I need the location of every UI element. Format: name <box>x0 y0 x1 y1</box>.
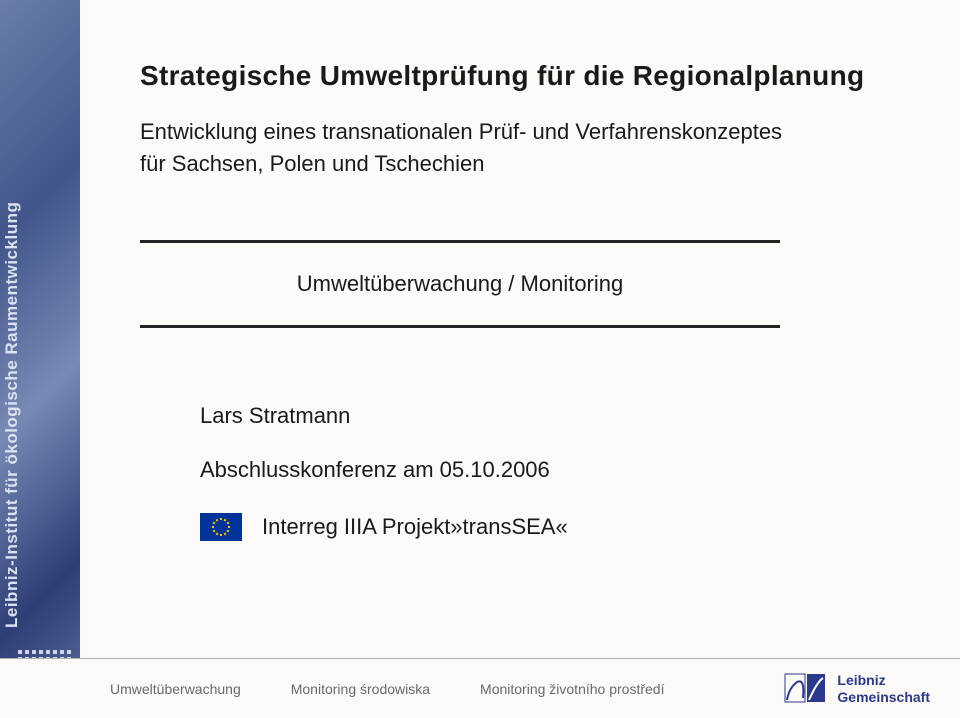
project-label: Interreg IIIA Projekt»transSEA« <box>262 514 568 540</box>
author-name: Lars Stratmann <box>200 403 890 429</box>
leibniz-logo: Leibniz Gemeinschaft <box>783 672 930 706</box>
leibniz-logo-icon <box>783 672 827 706</box>
author-block: Lars Stratmann Abschlusskonferenz am 05.… <box>200 403 890 541</box>
sidebar-institute-label: Leibniz-Institut für ökologische Raument… <box>2 48 22 628</box>
footer-item: Umweltüberwachung <box>110 681 241 697</box>
conference-line: Abschlusskonferenz am 05.10.2006 <box>200 457 890 483</box>
section-label: Umweltüberwachung / Monitoring <box>140 261 780 307</box>
footer-labels: Umweltüberwachung Monitoring środowiska … <box>110 681 664 697</box>
logo-line2: Gemeinschaft <box>837 689 930 705</box>
logo-line1: Leibniz <box>837 672 930 688</box>
leibniz-logo-text: Leibniz Gemeinschaft <box>837 672 930 704</box>
footer-item: Monitoring životního prostředí <box>480 681 664 697</box>
footer-item: Monitoring środowiska <box>291 681 430 697</box>
rule-top <box>140 240 780 243</box>
footer: Umweltüberwachung Monitoring środowiska … <box>0 658 960 718</box>
content-area: Strategische Umweltprüfung für die Regio… <box>140 60 890 541</box>
slide: Leibniz-Institut für ökologische Raument… <box>0 0 960 718</box>
rule-bottom <box>140 325 780 328</box>
section-block: Umweltüberwachung / Monitoring <box>140 240 890 328</box>
project-row: Interreg IIIA Projekt»transSEA« <box>200 513 890 541</box>
eu-flag-icon <box>200 513 242 541</box>
slide-title: Strategische Umweltprüfung für die Regio… <box>140 60 890 92</box>
slide-subtitle: Entwicklung eines transnationalen Prüf- … <box>140 116 800 180</box>
